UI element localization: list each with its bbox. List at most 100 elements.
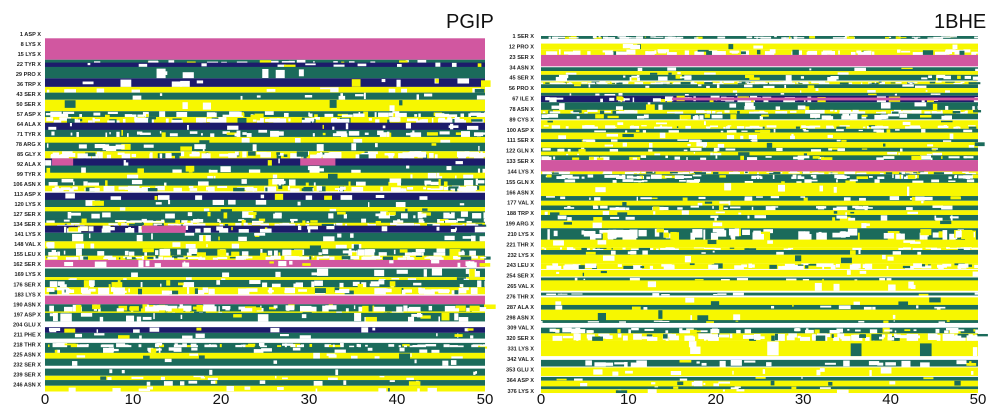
band-speck (189, 188, 198, 191)
band-speck (946, 247, 950, 249)
band-speck (878, 81, 882, 83)
band-speck (927, 333, 938, 340)
band-speck (282, 377, 288, 380)
band-speck (49, 290, 58, 295)
band-speck (195, 290, 205, 295)
band-speck (712, 222, 723, 227)
band-speck (318, 252, 322, 255)
band-speck (650, 248, 653, 251)
band-speck (792, 305, 794, 307)
band-speck (482, 168, 492, 175)
band-speck (389, 260, 394, 264)
band-speck (925, 247, 938, 249)
band-speck (567, 176, 580, 179)
band-speck (272, 174, 278, 179)
band-speck (266, 88, 276, 92)
y-tick-label: 144 LYS X (507, 169, 534, 175)
band-speck (238, 229, 249, 233)
y-tick-label: 64 ALA X (17, 122, 41, 128)
band-speck (75, 304, 82, 313)
band-speck (654, 36, 664, 38)
band-speck (358, 112, 361, 117)
band-speck (887, 256, 894, 261)
band-speck (874, 179, 880, 184)
band-speck (288, 118, 291, 122)
band-speck (653, 126, 666, 129)
band-speck (736, 126, 745, 129)
band-speck (622, 179, 634, 182)
band-yellow (541, 254, 978, 264)
band-speck (626, 49, 636, 55)
band-speck (972, 335, 977, 341)
band-speck (315, 388, 318, 392)
band-green (541, 327, 978, 334)
band-speck (438, 179, 441, 188)
band-speck (314, 114, 318, 118)
band-speck (93, 112, 101, 116)
band-speck (837, 333, 840, 337)
panel-title-pgip: PGIP (446, 11, 494, 33)
band-speck (424, 180, 432, 185)
band-speck (859, 172, 867, 175)
band-speck (795, 328, 800, 332)
band-speck (920, 155, 932, 160)
band-speck (544, 248, 547, 251)
band-speck (401, 289, 406, 295)
band-speck (641, 125, 647, 127)
band-speck (680, 114, 691, 120)
band-speck (332, 344, 335, 349)
band-speck (220, 209, 232, 213)
band-speck (703, 121, 706, 126)
band-speck (139, 335, 142, 339)
band-speck (478, 345, 488, 349)
band-speck (397, 63, 402, 68)
band-speck (973, 329, 976, 332)
band-speck (587, 336, 593, 341)
band-speck (459, 284, 464, 288)
band-speck (831, 334, 834, 338)
band-speck (623, 75, 626, 78)
band-speck (704, 72, 716, 75)
band-speck (622, 229, 633, 241)
band-speck (821, 51, 828, 55)
band-speck (652, 171, 655, 173)
band-speck (367, 347, 373, 351)
band-speck (547, 120, 553, 123)
band-speck (801, 125, 806, 129)
band-speck (175, 219, 181, 225)
band-speck (877, 176, 885, 179)
band-speck (565, 126, 569, 129)
band-speck (416, 120, 422, 125)
band-speck (706, 85, 710, 89)
band-speck (67, 211, 72, 219)
band-speck (267, 160, 272, 166)
band-speck (680, 81, 691, 85)
band-speck (920, 362, 930, 367)
band-speck (623, 265, 634, 269)
band-speck (936, 307, 941, 310)
band-speck (645, 51, 649, 55)
band-speck (902, 121, 911, 126)
band-speck (142, 248, 154, 253)
band-speck (183, 282, 195, 289)
band-speck (700, 330, 708, 333)
band-speck (598, 36, 601, 38)
band-speck (143, 355, 150, 361)
band-speck (106, 145, 117, 151)
band-speck (790, 135, 795, 140)
band-speck (594, 126, 598, 129)
band-speck (466, 185, 478, 191)
band-speck (46, 167, 51, 174)
band-speck (903, 111, 913, 114)
band-speck (763, 229, 773, 234)
band-speck (124, 114, 133, 119)
band-speck (605, 125, 616, 129)
band-speck (606, 133, 619, 137)
band-speck (278, 153, 284, 156)
band-speck (644, 328, 654, 331)
band-speck (640, 265, 645, 269)
band-yellow (541, 88, 978, 93)
band-speck (74, 256, 79, 260)
band-speck (196, 304, 203, 313)
band-speck (972, 247, 980, 249)
